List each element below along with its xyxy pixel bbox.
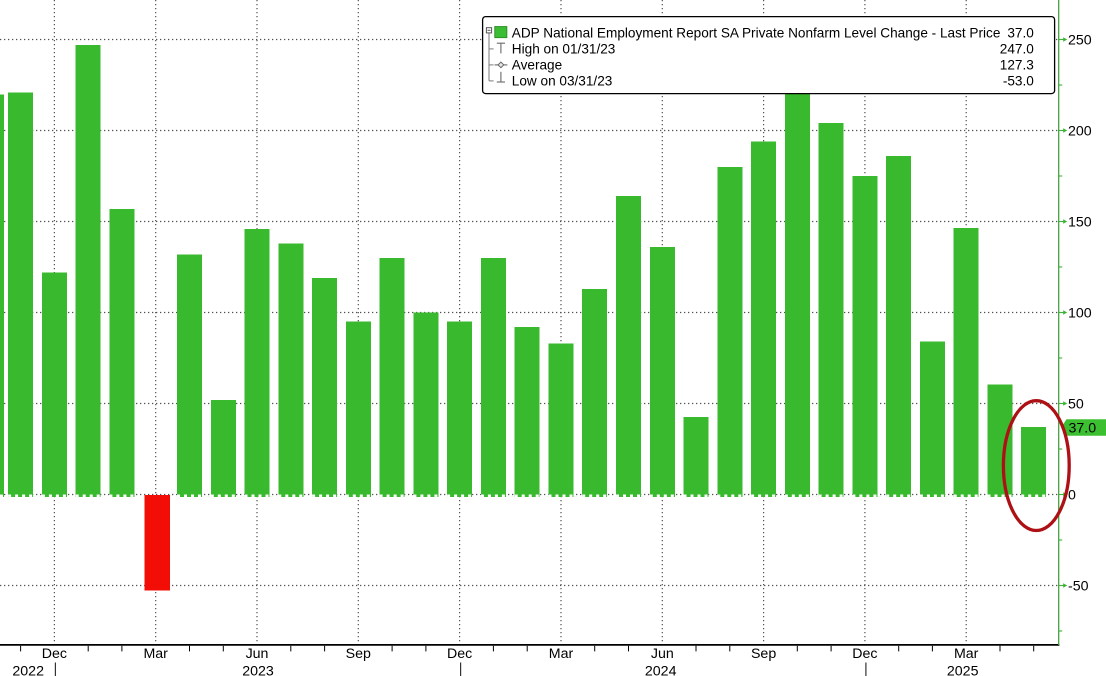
svg-text:2022: 2022 [12,664,44,676]
svg-text:37.0: 37.0 [1069,420,1097,436]
svg-text:Dec: Dec [447,646,472,662]
svg-text:-53.0: -53.0 [1003,74,1034,89]
svg-text:Mar: Mar [954,646,979,662]
svg-text:37.0: 37.0 [1007,25,1034,40]
svg-text:200: 200 [1068,124,1092,140]
svg-text:Dec: Dec [42,646,67,662]
svg-text:Low on 03/31/23: Low on 03/31/23 [512,74,613,89]
svg-text:Jun: Jun [246,646,269,662]
svg-text:127.3: 127.3 [1000,58,1034,73]
svg-text:250: 250 [1068,33,1092,49]
svg-text:Sep: Sep [346,646,371,662]
svg-text:Mar: Mar [143,646,168,662]
svg-text:2025: 2025 [947,664,979,676]
svg-text:ADP National Employment Report: ADP National Employment Report SA Privat… [512,25,1001,40]
svg-text:Average: Average [512,58,562,73]
svg-text:High on 01/31/23: High on 01/31/23 [512,42,616,57]
svg-text:2023: 2023 [242,664,274,676]
svg-text:50: 50 [1068,397,1084,413]
svg-text:Sep: Sep [751,646,776,662]
svg-text:100: 100 [1068,306,1092,322]
svg-text:Mar: Mar [549,646,574,662]
svg-text:150: 150 [1068,215,1092,231]
svg-text:0: 0 [1068,488,1076,504]
svg-text:Dec: Dec [852,646,877,662]
svg-text:247.0: 247.0 [1000,42,1034,57]
svg-text:-50: -50 [1068,579,1089,595]
svg-text:2024: 2024 [645,664,677,676]
svg-text:Jun: Jun [651,646,674,662]
